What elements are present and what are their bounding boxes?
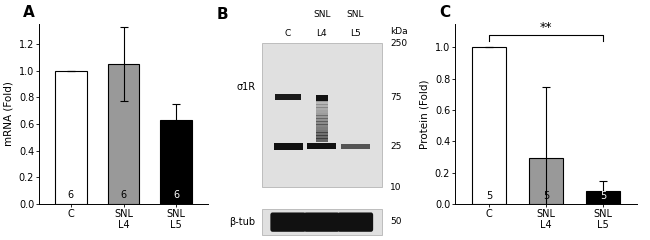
Text: **: ** [540,21,552,34]
Y-axis label: Protein (Fold): Protein (Fold) [419,79,429,149]
Bar [316,138,328,142]
Bar [316,118,328,122]
Bar [275,94,302,100]
Bar [108,64,139,204]
Text: β-tub: β-tub [229,217,255,227]
Bar [529,158,563,204]
Text: B: B [216,7,228,22]
Bar [316,130,328,133]
FancyBboxPatch shape [270,212,306,232]
Text: L5: L5 [350,30,361,38]
Bar [316,110,328,113]
Bar [55,71,86,204]
Text: A: A [23,5,34,20]
Text: 5: 5 [486,191,492,201]
Text: kDa: kDa [391,27,408,36]
Bar [307,143,336,149]
Text: 5: 5 [600,191,606,201]
Text: 6: 6 [174,190,179,200]
Bar [316,135,328,139]
Bar [316,127,328,130]
Bar [316,113,328,116]
Text: C: C [439,5,450,20]
Bar [316,96,328,102]
Bar [586,192,620,204]
Text: 6: 6 [120,190,127,200]
Text: 75: 75 [391,93,402,102]
Text: SNL: SNL [313,10,330,19]
Bar [316,132,328,136]
Bar [316,104,328,108]
Text: 10: 10 [391,183,402,192]
Bar [472,48,506,204]
Text: 50: 50 [391,217,402,227]
Bar [274,143,302,150]
Bar [316,121,328,125]
Bar [262,209,382,235]
Text: 25: 25 [391,142,402,151]
Bar [341,144,370,149]
Text: SNL: SNL [346,10,364,19]
FancyBboxPatch shape [337,212,373,232]
Bar [316,98,328,102]
Text: 5: 5 [543,191,549,201]
Text: C: C [285,30,291,38]
Bar [262,43,382,187]
Bar [316,124,328,127]
Bar [316,101,328,105]
Bar [161,120,192,204]
Bar [316,107,328,110]
Text: 250: 250 [391,39,408,48]
Y-axis label: mRNA (Fold): mRNA (Fold) [3,82,13,146]
Text: 6: 6 [68,190,73,200]
Text: L4: L4 [317,30,327,38]
Text: σ1R: σ1R [236,83,255,92]
Bar [316,115,328,119]
FancyBboxPatch shape [304,212,339,232]
